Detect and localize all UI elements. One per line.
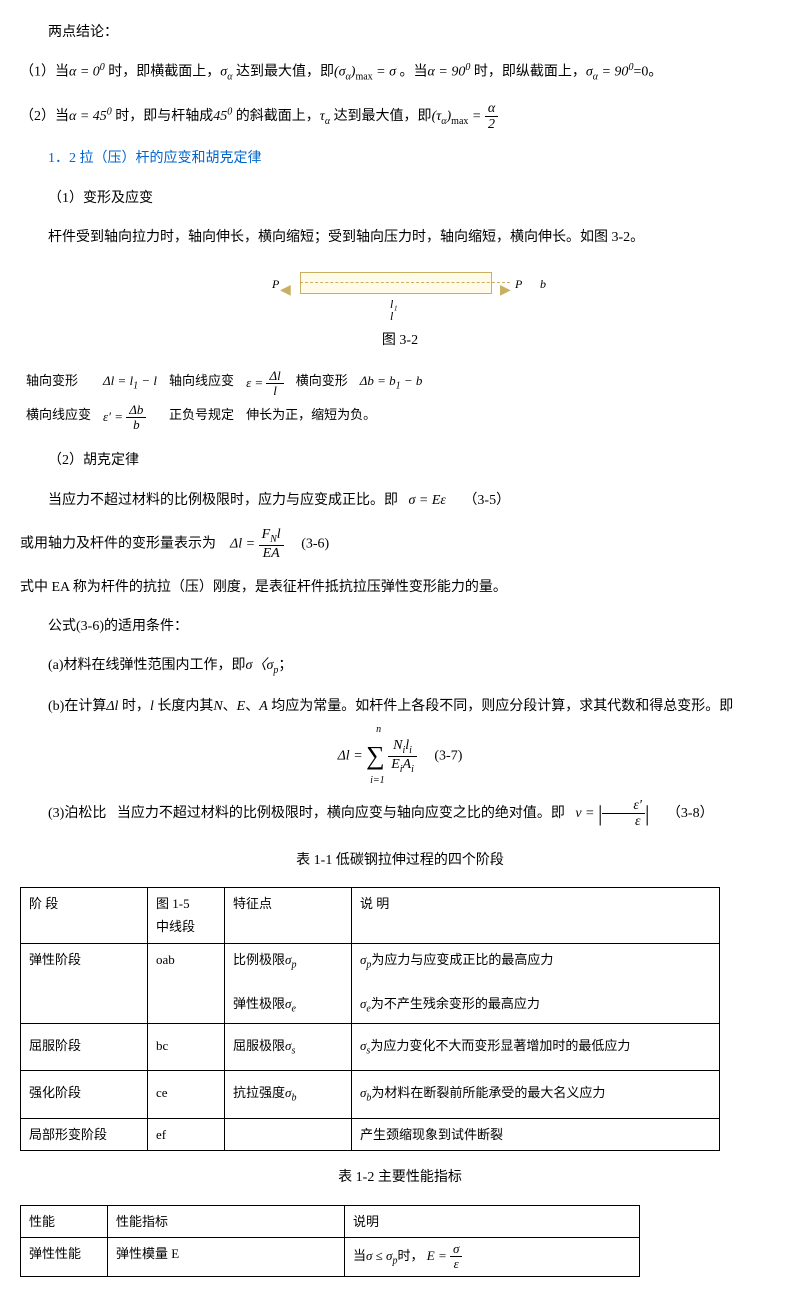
figure-label: 图 3-2 (20, 328, 780, 353)
table-1-1-title: 表 1-1 低碳钢拉伸过程的四个阶段 (20, 848, 780, 873)
subsection-1: （1）变形及应变 (20, 186, 780, 211)
ea-text: 式中 EA 称为杆件的抗拉（压）刚度，是表征杆件抵抗拉压弹性变形能力的量。 (20, 575, 780, 600)
poisson-text: (3)泊松比 当应力不超过材料的比例极限时，横向应变与轴向应变之比的绝对值。即 … (20, 794, 780, 834)
intro-text: 两点结论： (20, 20, 780, 45)
conclusion-2: （2）当α = 450 时，即与杆轴成450 的斜截面上，τα 达到最大值，即(… (20, 101, 780, 133)
deform-text: 杆件受到轴向拉力时，轴向伸长，横向缩短；受到轴向压力时，轴向缩短，横向伸长。如图… (20, 225, 780, 250)
hooke-text-2: 或用轴力及杆件的变形量表示为 Δl = FNlEA (3-6) (20, 527, 780, 561)
eq-3-7: Δl = n ∑ i=1 Nili EiAi (3-7) (20, 733, 780, 780)
conclusion-1: （1）当α = 00 时，即横截面上，σα 达到最大值，即(σα)max = σ… (20, 59, 780, 86)
section-1-2-title: 1．2 拉（压）杆的应变和胡克定律 (20, 146, 780, 171)
table-1-1: 阶 段 图 1-5 中线段 特征点 说 明 弹性阶段 oab 比例极限σp 弹性… (20, 887, 720, 1152)
hooke-text-1: 当应力不超过材料的比例极限时，应力与应变成正比。即 σ = Eε （3-5） (20, 488, 780, 513)
condition-b: (b)在计算Δl 时，l 长度内其N、E、A 均应为常量。如杆件上各段不同，则应… (20, 694, 780, 719)
figure-3-2: P ◀ ▶ P b l₁ l (270, 264, 530, 314)
strain-definitions: 轴向变形 Δl = l1 − l 轴向线应变 ε = Δll 横向变形 Δb =… (20, 367, 428, 434)
subsection-2: （2）胡克定律 (20, 448, 780, 473)
condition-a: (a)材料在线弹性范围内工作，即σ〈σp； (20, 653, 780, 680)
table-1-2: 性能 性能指标 说明 弹性性能 弹性模量 E 当σ ≤ σp时， E = σε (20, 1205, 640, 1277)
table-1-2-title: 表 1-2 主要性能指标 (20, 1165, 780, 1190)
conditions-title: 公式(3-6)的适用条件： (20, 614, 780, 639)
